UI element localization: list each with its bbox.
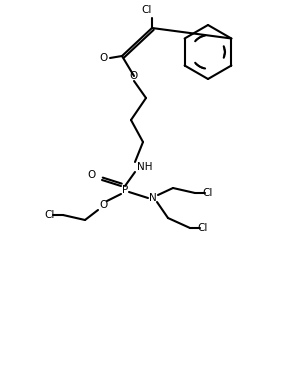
Text: P: P <box>122 185 128 195</box>
Text: N: N <box>149 193 157 203</box>
Text: NH: NH <box>137 162 153 172</box>
Text: Cl: Cl <box>203 188 213 198</box>
Text: Cl: Cl <box>142 5 152 15</box>
Text: O: O <box>99 53 107 63</box>
Text: Cl: Cl <box>45 210 55 220</box>
Text: O: O <box>99 200 107 210</box>
Text: Cl: Cl <box>198 223 208 233</box>
Text: O: O <box>130 71 138 81</box>
Text: O: O <box>88 170 96 180</box>
